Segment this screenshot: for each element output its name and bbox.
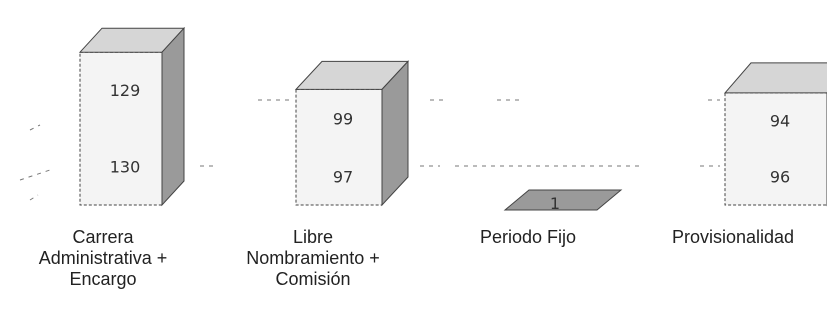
- guide-line: [29, 194, 39, 201]
- bar-group: 97 99: [294, 60, 410, 207]
- data-label: 1: [550, 194, 560, 213]
- bar: [295, 88, 383, 206]
- data-label: 96: [770, 168, 790, 187]
- bar-group: 96 94: [723, 62, 827, 207]
- guide-line: [29, 124, 41, 131]
- data-label: 129: [110, 81, 141, 100]
- bar-top: [723, 62, 827, 94]
- bar-group: 1: [503, 189, 623, 213]
- bar-side: [381, 60, 409, 207]
- bar: [724, 92, 827, 206]
- category-label: Provisionalidad: [671, 227, 795, 247]
- data-label: 97: [333, 167, 353, 186]
- bar: [503, 189, 623, 211]
- bar-side: [161, 26, 185, 207]
- data-label: 99: [333, 110, 353, 129]
- guide-line: [19, 169, 51, 181]
- bar-group: 130 129: [78, 26, 186, 207]
- data-label: 130: [110, 158, 141, 177]
- bars: 130 129 97 99 1 96 94: [78, 26, 827, 213]
- category-label: Libre Nombramiento + Comisión: [246, 227, 380, 289]
- bar: [79, 51, 163, 206]
- data-label: 94: [770, 112, 790, 131]
- category-label: Periodo Fijo: [479, 227, 577, 247]
- category-label: Carrera Administrativa + Encargo: [38, 227, 168, 289]
- dashed-guides: [19, 99, 720, 201]
